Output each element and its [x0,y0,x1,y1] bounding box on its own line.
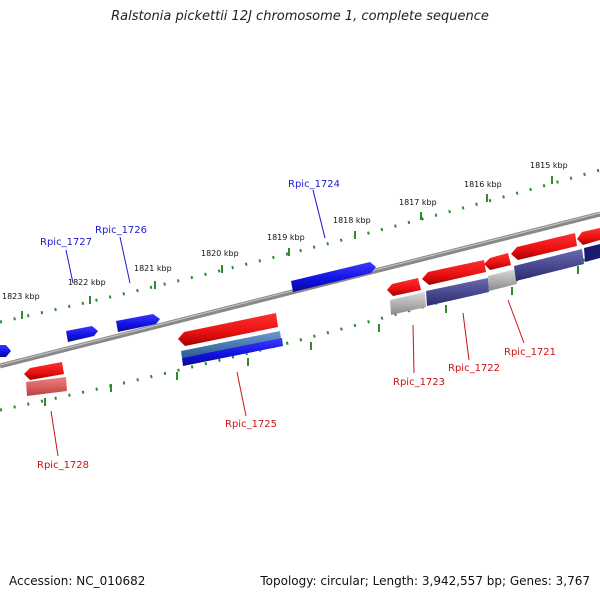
gene-rpic-1728-shade [26,377,67,396]
leader-rpic-1728 [50,410,59,457]
gene-label-rpic-1721[interactable]: Rpic_1721 [504,347,556,358]
leader-rpic-1724 [312,189,326,239]
topology-text: Topology: circular; Length: 3,942,557 bp… [260,574,590,588]
scale-label-1815: 1815 kbp [530,161,568,170]
gene-rpic-1724[interactable] [291,262,376,292]
gene-label-rpic-1723[interactable]: Rpic_1723 [393,377,445,388]
gene-rpic-1723[interactable] [387,278,421,296]
gene-label-rpic-1724[interactable]: Rpic_1724 [288,179,340,190]
gene-rpic-1722b-shade [488,269,517,291]
gene-rpic-1722-shade [426,278,489,306]
gene-rpic-1722[interactable] [422,260,486,285]
scale-label-1818: 1818 kbp [333,216,371,225]
gene-label-rpic-1725[interactable]: Rpic_1725 [225,419,277,430]
gene-rpic-1723-shade [390,292,426,315]
outer-scale-ring [0,168,600,324]
gene-rpic-1721[interactable] [511,233,577,260]
gene-rpic-1727[interactable] [66,326,98,342]
gene-rpic-1722b[interactable] [484,253,511,270]
leader-rpic-1725 [236,371,247,417]
gene-rpic-1725-shade [181,331,281,358]
scale-label-1823: 1823 kbp [2,292,40,301]
gene-right-edge-reverse[interactable] [577,228,600,245]
gene-rpic-1725[interactable] [178,313,278,346]
scale-label-1816: 1816 kbp [464,180,502,189]
map-title: Ralstonia pickettii 12J chromosome 1, co… [111,9,489,24]
scale-label-1819: 1819 kbp [267,233,305,242]
gene-rpic-1726[interactable] [116,314,160,332]
inner-major-ticks [44,266,579,406]
leader-lines [50,189,525,457]
gene-right-edge-shade [584,244,600,262]
leader-rpic-1721 [507,299,525,344]
gene-label-rpic-1722[interactable]: Rpic_1722 [448,363,500,374]
gene-label-rpic-1726[interactable]: Rpic_1726 [95,225,147,236]
scale-label-1817: 1817 kbp [399,198,437,207]
gene-left-edge-forward[interactable] [0,345,11,357]
gene-rpic-1725-shade-2 [182,338,283,366]
accession-text: Accession: NC_010682 [9,574,146,588]
leader-rpic-1723 [412,324,415,374]
scale-label-1820: 1820 kbp [201,249,239,258]
outer-major-ticks [21,176,553,319]
gene-label-rpic-1727[interactable]: Rpic_1727 [40,237,92,248]
leader-rpic-1726 [119,236,131,284]
gene-rpic-1728[interactable] [24,362,64,380]
leader-rpic-1727 [65,249,74,284]
gene-rpic-1721-shade [514,249,584,281]
scale-label-1822: 1822 kbp [68,278,106,287]
scale-label-1821: 1821 kbp [134,264,172,273]
gene-label-rpic-1728[interactable]: Rpic_1728 [37,460,89,471]
leader-rpic-1722 [462,312,470,361]
